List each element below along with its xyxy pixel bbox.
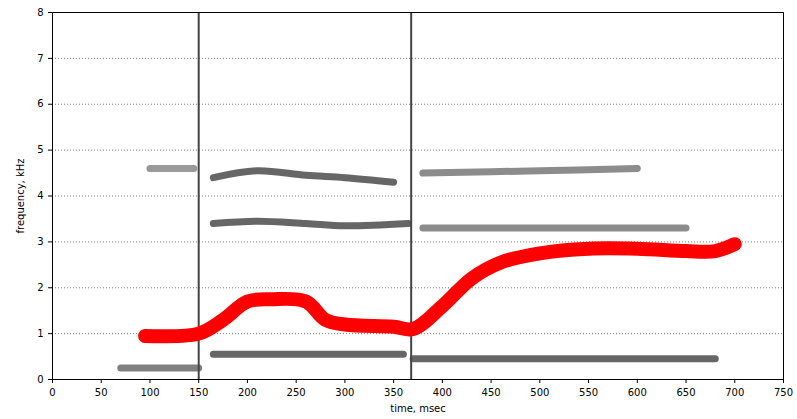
svg-text:350: 350: [384, 387, 403, 398]
svg-text:4: 4: [37, 190, 43, 201]
svg-text:frequency, kHz: frequency, kHz: [15, 158, 26, 233]
svg-text:1: 1: [37, 328, 43, 339]
svg-text:500: 500: [530, 387, 549, 398]
svg-text:2: 2: [37, 282, 43, 293]
svg-text:0: 0: [37, 374, 43, 385]
svg-text:600: 600: [628, 387, 647, 398]
svg-text:700: 700: [725, 387, 744, 398]
svg-text:7: 7: [37, 53, 43, 64]
svg-text:8: 8: [37, 7, 43, 18]
svg-text:200: 200: [238, 387, 257, 398]
svg-text:250: 250: [287, 387, 306, 398]
svg-text:time, msec: time, msec: [390, 403, 446, 414]
svg-text:400: 400: [433, 387, 452, 398]
svg-text:550: 550: [579, 387, 598, 398]
svg-text:0: 0: [49, 387, 55, 398]
svg-text:150: 150: [189, 387, 208, 398]
svg-text:750: 750: [774, 387, 793, 398]
svg-text:50: 50: [95, 387, 108, 398]
svg-text:6: 6: [37, 98, 43, 109]
svg-text:300: 300: [335, 387, 354, 398]
svg-text:3: 3: [37, 236, 43, 247]
svg-text:5: 5: [37, 144, 43, 155]
svg-text:650: 650: [676, 387, 695, 398]
svg-text:450: 450: [482, 387, 501, 398]
svg-text:100: 100: [140, 387, 159, 398]
